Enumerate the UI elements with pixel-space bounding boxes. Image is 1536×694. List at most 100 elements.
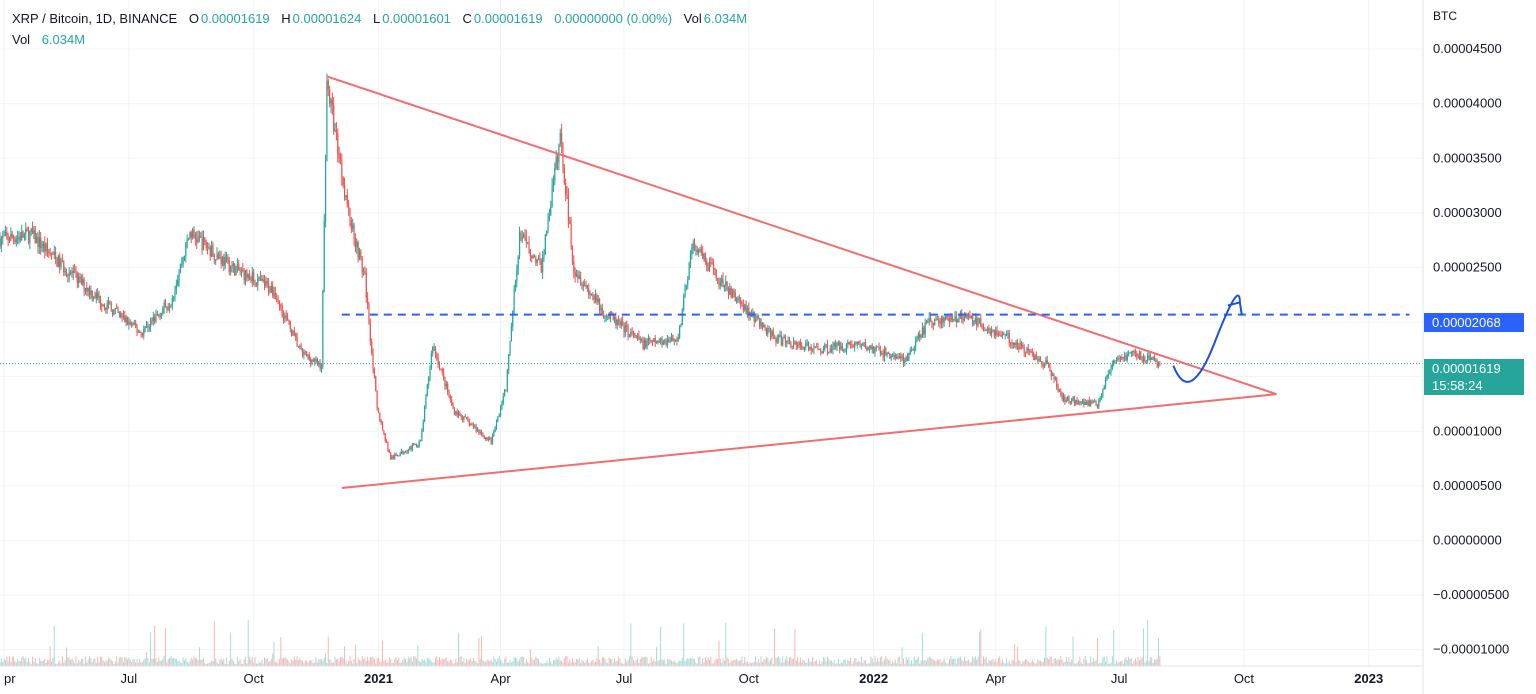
- volume-bar: [360, 660, 362, 666]
- candle-body: [42, 243, 45, 248]
- volume-bar: [25, 656, 27, 666]
- candle-body: [236, 264, 238, 268]
- candle-body: [1005, 333, 1008, 335]
- volume-bar: [1136, 661, 1138, 666]
- candle-body: [863, 342, 865, 344]
- volume-bar: [372, 657, 374, 666]
- volume-bar: [178, 660, 180, 666]
- volume-bar: [476, 663, 478, 666]
- volume-bar: [458, 632, 460, 666]
- candle-body: [288, 320, 290, 322]
- volume-bar: [757, 658, 759, 666]
- candle-body: [444, 376, 446, 387]
- volume-bar: [320, 659, 322, 666]
- volume-bar: [61, 656, 63, 666]
- volume-bar: [437, 660, 439, 666]
- candle-body: [809, 346, 811, 349]
- candle-body: [244, 270, 247, 281]
- candle-body: [432, 347, 434, 354]
- candle-body: [1121, 357, 1123, 359]
- candle-body: [402, 450, 404, 454]
- candle-body: [1043, 364, 1046, 367]
- candle-body: [478, 429, 480, 433]
- candle-body: [410, 447, 412, 450]
- volume-bar: [361, 656, 363, 666]
- candle-body: [266, 281, 268, 284]
- volume-bar: [371, 657, 373, 666]
- volume-label: Vol: [683, 11, 702, 26]
- candle-body: [512, 311, 514, 327]
- candle-body: [953, 318, 955, 321]
- volume-bar: [226, 657, 228, 666]
- candle-body: [623, 322, 625, 333]
- candle-body: [685, 285, 688, 286]
- volume-bar: [807, 658, 809, 666]
- candle-body: [634, 333, 636, 337]
- volume-bar: [232, 661, 234, 666]
- volume-bar: [689, 657, 691, 666]
- volume-bar: [1106, 656, 1108, 666]
- volume-bar: [1130, 658, 1132, 666]
- volume-bar: [892, 660, 894, 666]
- candle-body: [125, 317, 127, 322]
- volume-bar: [959, 656, 961, 666]
- volume-bar: [1022, 661, 1024, 666]
- volume-bar: [330, 660, 332, 666]
- y-tick-label: 0.00000000: [1433, 532, 1502, 547]
- candle-body: [721, 278, 723, 283]
- candle-body: [737, 298, 739, 300]
- volume-bar: [679, 660, 681, 666]
- volume-bar: [1113, 629, 1115, 666]
- candle-body: [437, 357, 439, 365]
- volume-bar: [387, 662, 389, 666]
- volume-bar: [1124, 659, 1126, 666]
- volume-bar: [883, 659, 885, 666]
- candle-body: [567, 194, 569, 221]
- candle-body: [114, 308, 116, 310]
- volume-bar: [542, 663, 544, 666]
- volume-bar: [1031, 660, 1033, 666]
- candle-body: [1122, 357, 1124, 358]
- volume-bar: [429, 659, 431, 666]
- volume-bar: [14, 661, 16, 666]
- volume-bar: [923, 660, 925, 666]
- volume-bar: [824, 657, 826, 666]
- candle-body: [854, 342, 856, 348]
- candle-body: [840, 345, 842, 350]
- volume-bar: [430, 661, 432, 666]
- candle-body: [348, 205, 350, 209]
- candle-body: [88, 287, 91, 296]
- volume-bar: [555, 657, 557, 666]
- volume-bar: [600, 662, 602, 666]
- candle-body: [837, 342, 839, 346]
- close-label: C: [462, 11, 472, 26]
- candle-body: [768, 327, 770, 329]
- candle-body: [544, 234, 546, 255]
- volume-bar: [504, 658, 506, 666]
- candle-body: [581, 283, 583, 287]
- candle-body: [571, 246, 574, 261]
- volume-bar: [966, 660, 968, 666]
- volume-bar: [1133, 661, 1135, 666]
- volume-bar: [250, 659, 252, 666]
- candle-body: [1062, 396, 1065, 400]
- candle-body: [407, 449, 409, 452]
- volume-bar: [1144, 662, 1146, 666]
- volume-bar: [1107, 663, 1109, 666]
- volume-bar: [722, 657, 724, 666]
- candle-body: [466, 417, 468, 419]
- volume-bar: [521, 656, 523, 666]
- volume-bar: [40, 660, 42, 666]
- candle-body: [1022, 344, 1024, 348]
- volume-bar: [658, 659, 660, 666]
- volume-bar: [407, 657, 409, 666]
- symbol-label[interactable]: XRP / Bitcoin, 1D, BINANCE: [12, 11, 178, 26]
- volume-bar: [837, 658, 839, 666]
- volume-bar: [148, 662, 150, 666]
- candle-body: [281, 305, 283, 316]
- candle-body: [535, 257, 537, 263]
- candle-body: [742, 305, 744, 311]
- candle-body: [745, 304, 747, 315]
